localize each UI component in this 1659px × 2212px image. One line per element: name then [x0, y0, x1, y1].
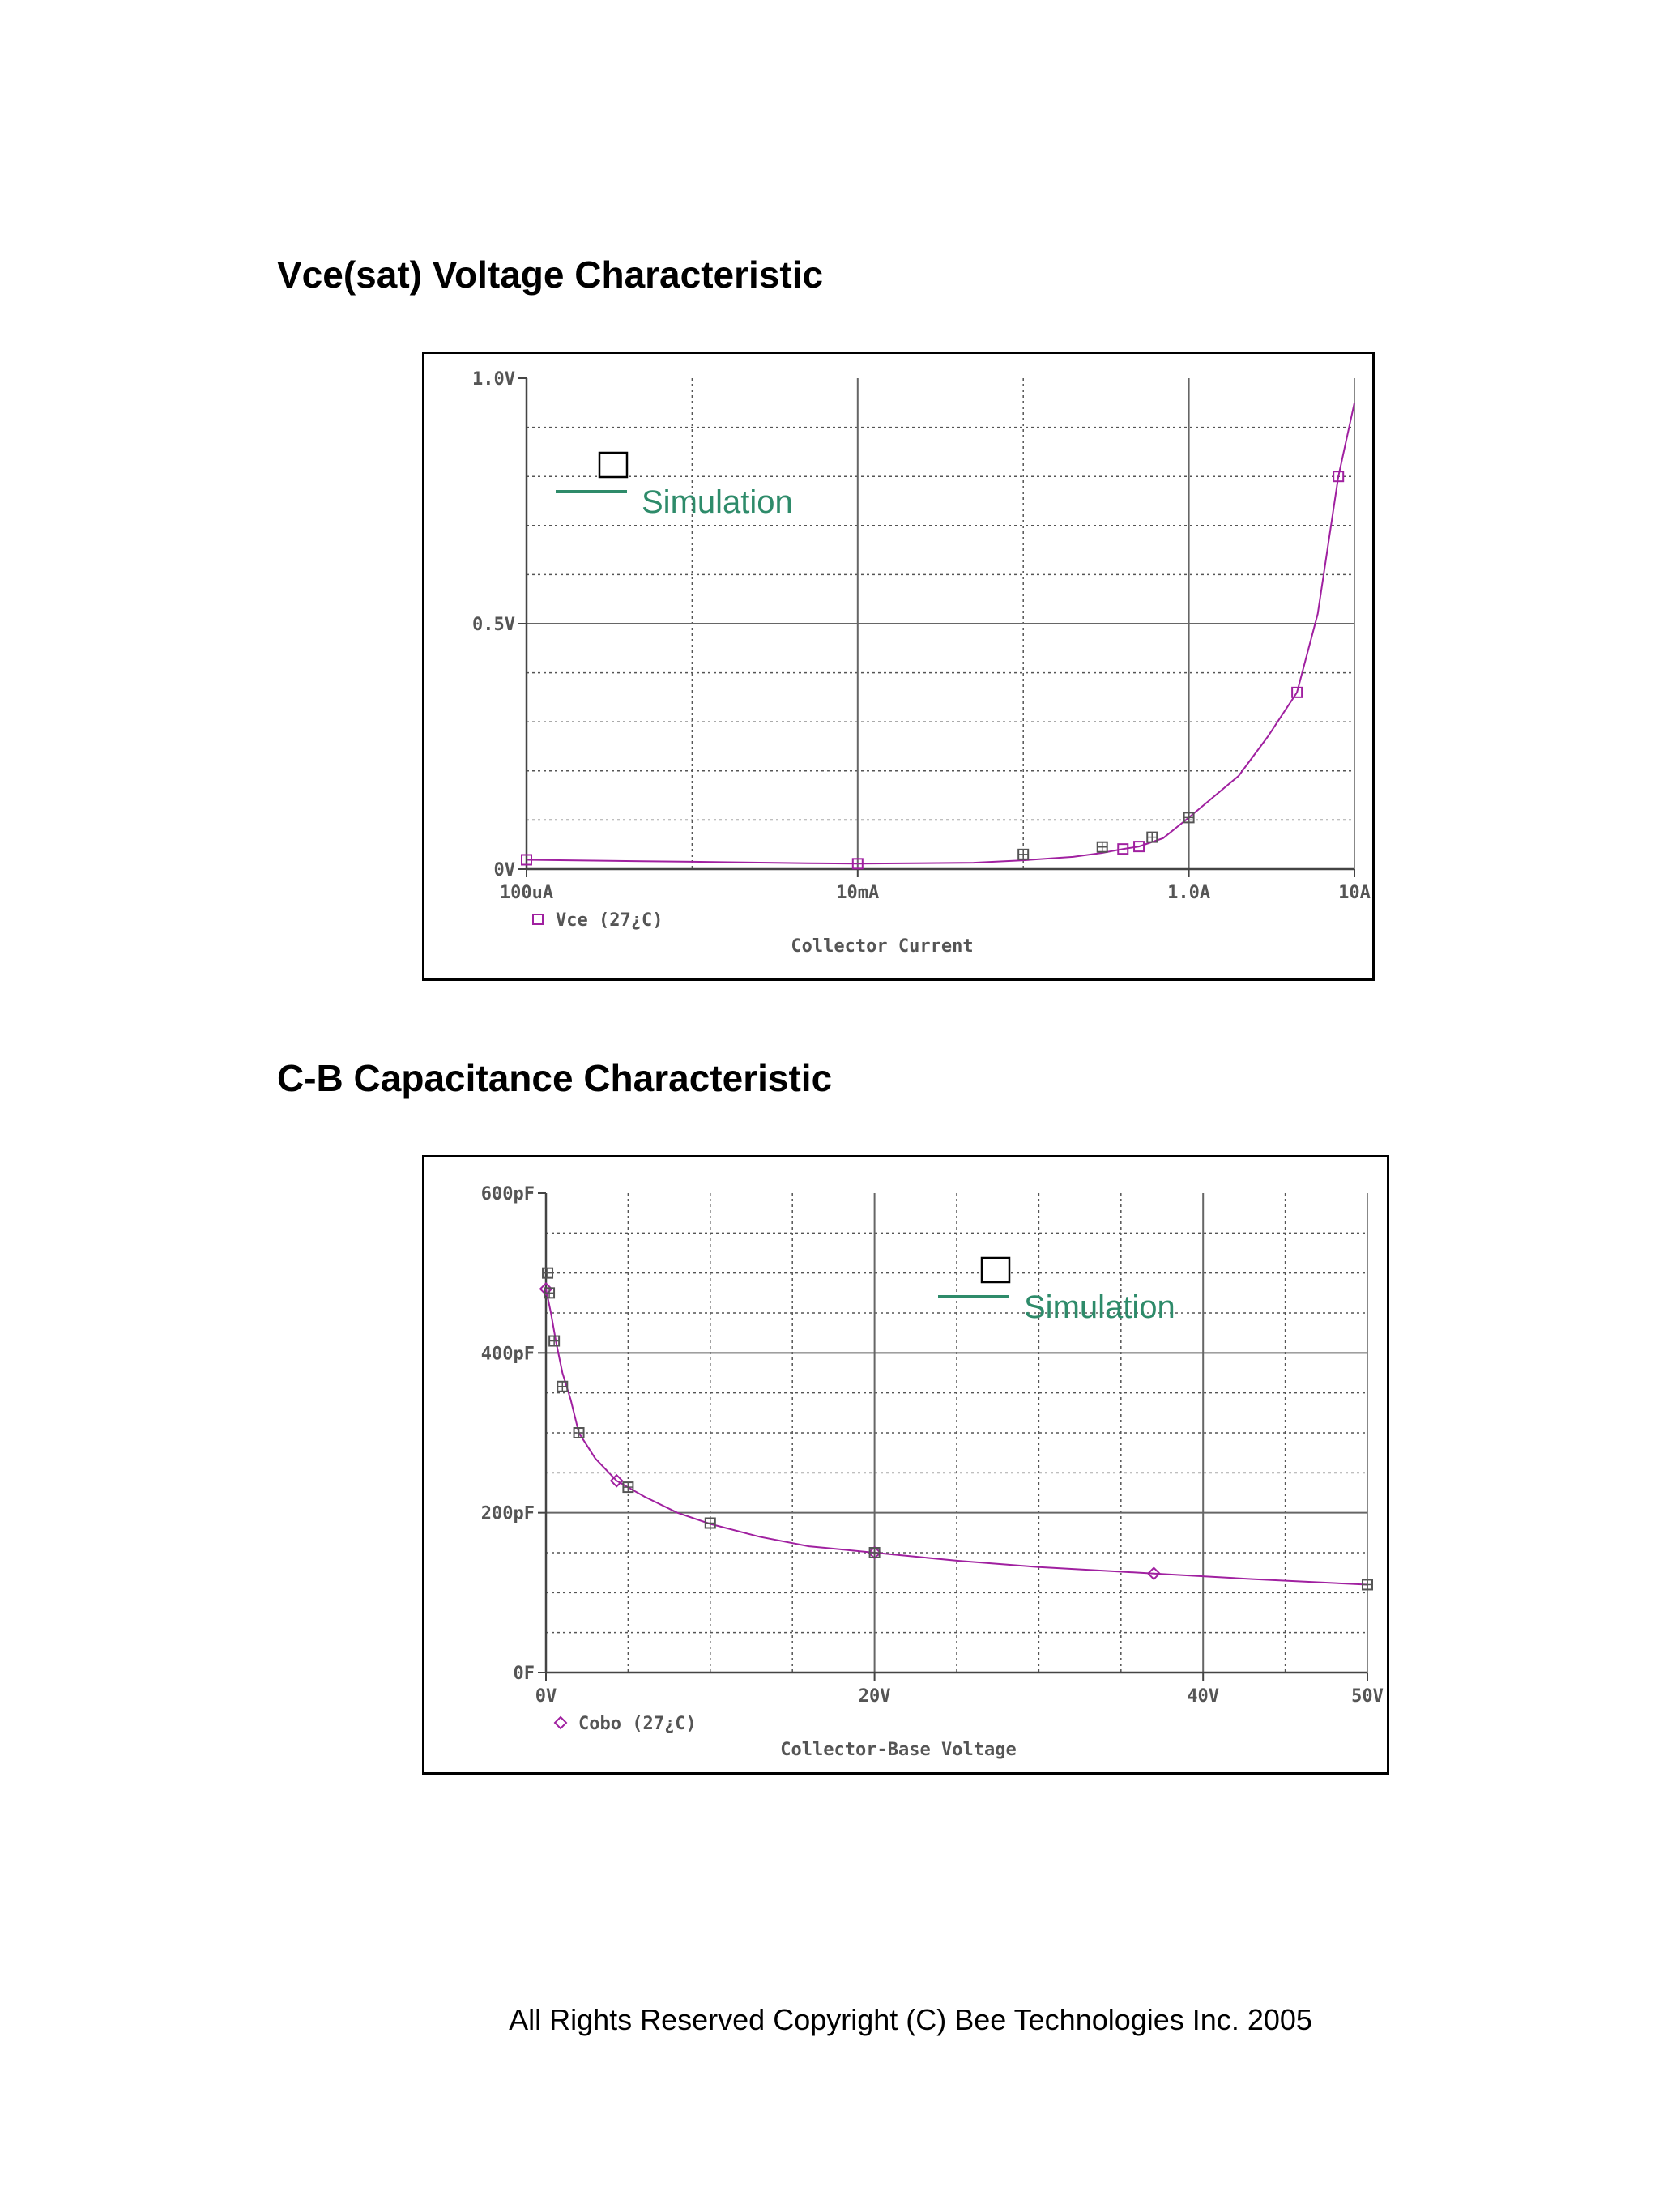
measured-point [1017, 848, 1030, 860]
measured-point [622, 1481, 634, 1494]
x-tick-label: 40V [1187, 1686, 1219, 1707]
cb-capacitance-chart: 0F 200pF 400pF 600pF 0V 20V 40V 50V Cobo (27¿C) C… [422, 1155, 1389, 1775]
x-tick-label: 0V [535, 1686, 557, 1707]
legend-series-marker [553, 1715, 568, 1730]
x-axis-title: Collector-Base Voltage [780, 1740, 1016, 1760]
series-marker [1291, 686, 1303, 698]
y-tick-label: 600pF [481, 1184, 535, 1204]
inner-legend-square [598, 451, 629, 479]
x-tick-label: 1.0A [1167, 883, 1210, 903]
legend-series-label: Vce (27¿C) [556, 910, 663, 931]
y-tick-label: 1.0V [472, 369, 515, 390]
x-tick-label: 50V [1351, 1686, 1384, 1707]
series-marker [609, 1473, 624, 1488]
vce-chart: 0V 0.5V 1.0V 100uA 10mA 1.0A 10A Vce (27¿C) Coll… [422, 352, 1375, 981]
series-marker [1146, 1566, 1161, 1581]
cb-chart-svg: 0F 200pF 400pF 600pF 0V 20V 40V 50V Cobo (27¿C) C… [481, 1184, 1384, 1760]
x-tick-label: 100uA [500, 883, 553, 903]
series-marker [851, 858, 864, 870]
section-title-cb: C-B Capacitance Characteristic [277, 1057, 833, 1099]
vce-chart-svg: 0V 0.5V 1.0V 100uA 10mA 1.0A 10A Vce (27¿C) Coll… [472, 369, 1371, 957]
y-tick-label: 400pF [481, 1344, 535, 1364]
legend-series-label: Cobo (27¿C) [578, 1714, 697, 1734]
series-marker [1133, 841, 1145, 853]
measured-point [544, 1287, 556, 1299]
inner-legend-sim-label: Simulation [642, 484, 793, 520]
y-tick-label: 0F [514, 1664, 535, 1684]
series-curve [545, 1289, 1368, 1586]
x-tick-label: 10A [1338, 883, 1371, 903]
measured-point [557, 1380, 569, 1392]
measured-point [704, 1517, 716, 1529]
measured-point [868, 1547, 881, 1558]
inner-legend-square [980, 1256, 1011, 1284]
y-tick-label: 0V [494, 860, 516, 880]
x-tick-label: 20V [859, 1686, 891, 1707]
measured-point [548, 1335, 561, 1347]
legend-series-marker [532, 914, 544, 925]
measured-point [573, 1427, 585, 1438]
y-tick-label: 200pF [481, 1504, 535, 1524]
measured-point [542, 1267, 554, 1279]
measured-point [1183, 812, 1195, 824]
measured-point [1146, 831, 1158, 843]
y-tick-label: 0.5V [472, 615, 515, 635]
measured-point [1362, 1579, 1373, 1591]
series-marker [521, 854, 532, 866]
copyright-footer: All Rights Reserved Copyright (C) Bee Te… [509, 2003, 1312, 2036]
measured-point [1096, 841, 1108, 853]
series-marker [539, 1281, 553, 1296]
x-tick-label: 10mA [836, 883, 879, 903]
inner-legend-sim-label: Simulation [1024, 1289, 1175, 1325]
series-marker [1333, 471, 1345, 483]
series-marker [1117, 843, 1129, 855]
x-axis-title: Collector Current [791, 936, 973, 957]
section-title-vce: Vce(sat) Voltage Characteristic [277, 254, 824, 296]
series-curve [526, 403, 1355, 865]
